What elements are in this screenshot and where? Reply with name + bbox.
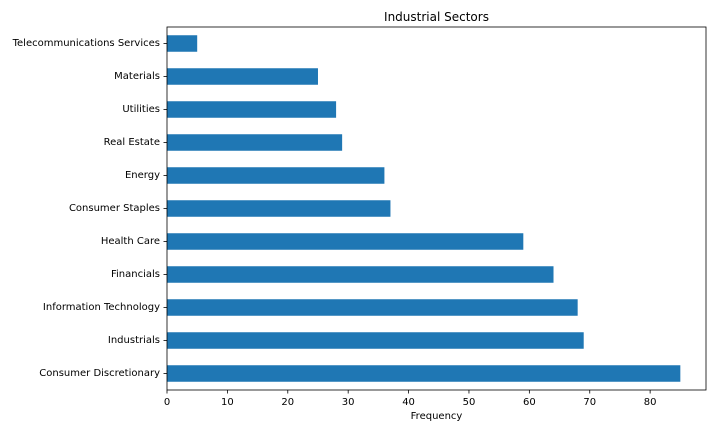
x-axis-label: Frequency bbox=[411, 411, 463, 422]
x-tick-label: 0 bbox=[164, 397, 170, 408]
y-tick-label: Industrials bbox=[108, 335, 160, 346]
y-tick-label: Energy bbox=[125, 170, 160, 181]
y-ticks-layer: Consumer Discretionary Industrials Informa… bbox=[12, 38, 167, 379]
bar-real-estate bbox=[167, 134, 343, 151]
bar-utilities bbox=[167, 101, 337, 118]
bar-telecommunications-services bbox=[167, 35, 198, 52]
y-tick-label: Materials bbox=[114, 71, 160, 82]
y-tick-label: Financials bbox=[111, 269, 160, 280]
x-tick-label: 20 bbox=[281, 397, 294, 408]
x-tick-label: 30 bbox=[342, 397, 355, 408]
plot-frame bbox=[166, 26, 707, 391]
bar-financials bbox=[167, 266, 554, 283]
y-tick-label: Telecommunications Services bbox=[12, 38, 160, 49]
y-tick-label: Information Technology bbox=[43, 302, 160, 313]
chart-title: Industrial Sectors bbox=[384, 10, 489, 24]
x-tick-label: 70 bbox=[583, 397, 596, 408]
bar-information-technology bbox=[167, 299, 578, 316]
x-tick-label: 80 bbox=[644, 397, 657, 408]
x-ticks-layer: 0 10 20 30 40 50 60 70 80 bbox=[164, 390, 657, 408]
bar-energy bbox=[167, 167, 385, 184]
y-tick-label: Real Estate bbox=[104, 137, 160, 148]
bar-consumer-staples bbox=[167, 200, 391, 217]
bar-materials bbox=[167, 68, 318, 85]
y-tick-label: Consumer Discretionary bbox=[39, 368, 160, 379]
y-tick-label: Consumer Staples bbox=[69, 203, 160, 214]
y-tick-label: Utilities bbox=[122, 104, 160, 115]
bar-industrials bbox=[167, 332, 584, 349]
bars-layer bbox=[167, 35, 681, 382]
y-tick-label: Health Care bbox=[101, 236, 160, 247]
x-tick-label: 60 bbox=[523, 397, 536, 408]
bar-health-care bbox=[167, 233, 524, 250]
x-tick-label: 10 bbox=[221, 397, 234, 408]
bar-consumer-discretionary bbox=[167, 365, 681, 382]
x-tick-label: 50 bbox=[463, 397, 476, 408]
x-tick-label: 40 bbox=[402, 397, 415, 408]
